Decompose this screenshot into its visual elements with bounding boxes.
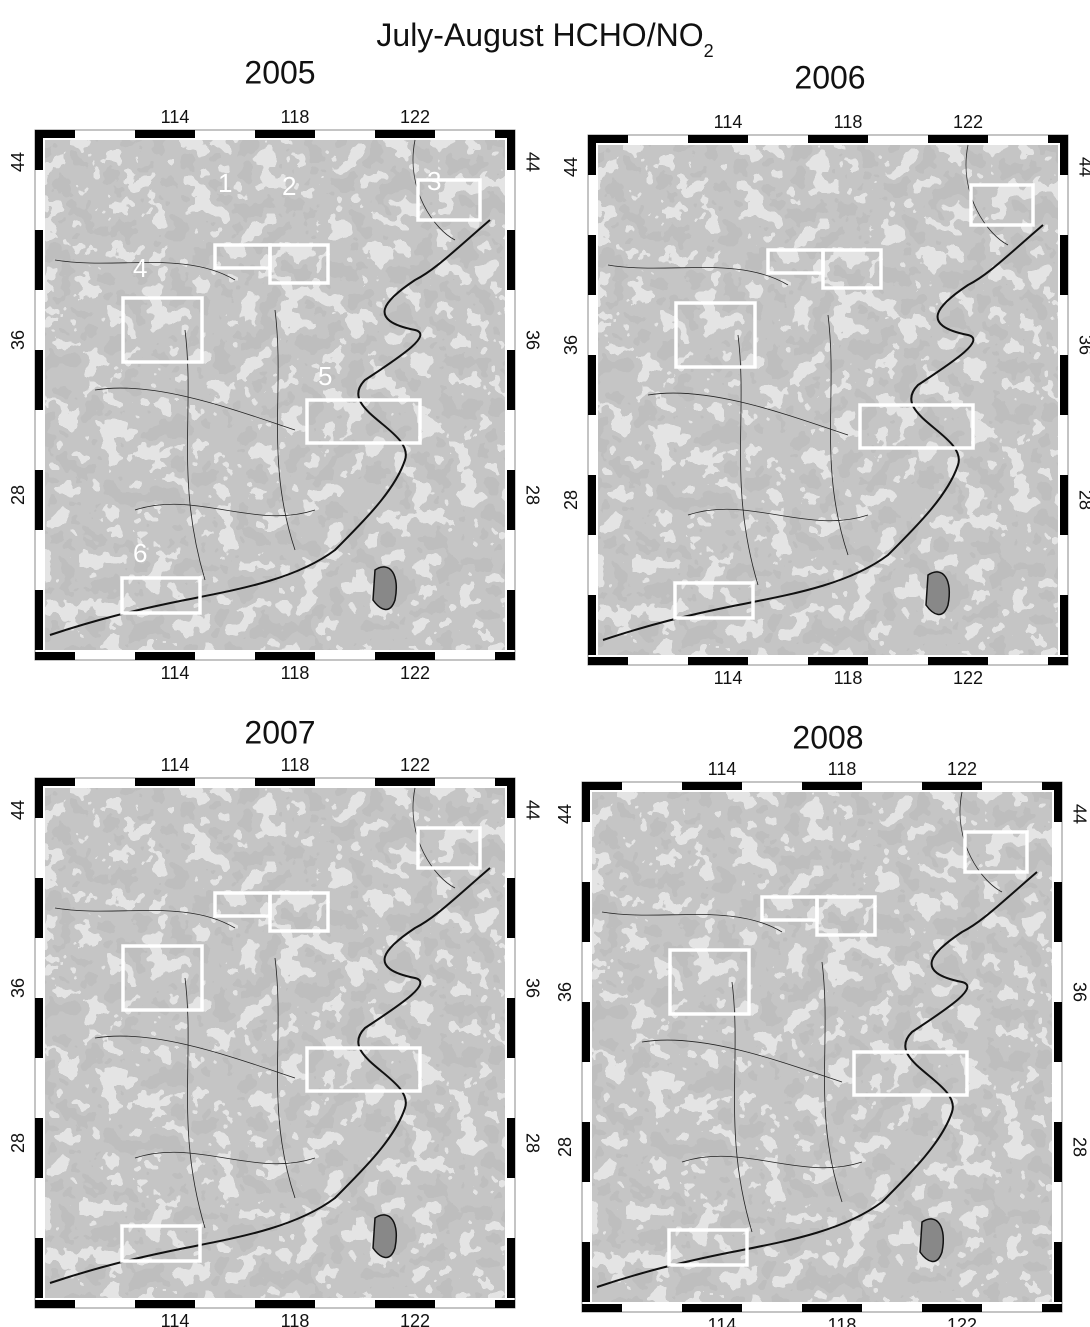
map-panel: 114 114 118 118 122 122 44 44 36 36 28 28 1 2 3 4 5 6 <box>8 107 543 683</box>
figure: July-August HCHO/NO2 2005114114118118122… <box>0 0 1090 1327</box>
taiwan <box>373 1215 396 1258</box>
map-panel: 114 114 118 118 122 122 44 44 36 36 28 28 <box>555 759 1090 1327</box>
lat-tick-label-right: 28 <box>1069 1137 1089 1157</box>
title-subscript: 2 <box>704 41 714 61</box>
lat-tick-label-left: 36 <box>561 335 581 355</box>
lat-tick-label-right: 28 <box>522 1133 542 1153</box>
lat-tick-label-right: 44 <box>1069 804 1089 824</box>
lat-tick-label-left: 44 <box>8 152 28 172</box>
panel-title: 2005 <box>244 54 315 90</box>
lat-tick-label-left: 44 <box>555 804 575 824</box>
lon-tick-label-bottom: 118 <box>834 668 863 688</box>
lon-tick-label-bottom: 122 <box>400 663 430 683</box>
panel-title: 2006 <box>794 59 865 95</box>
taiwan <box>373 567 396 610</box>
lat-tick-label-left: 36 <box>8 978 28 998</box>
region-label: 5 <box>318 361 332 391</box>
lon-tick-label-top: 114 <box>161 755 190 775</box>
lon-tick-label-bottom: 122 <box>953 668 983 688</box>
lat-tick-label-right: 44 <box>522 152 542 172</box>
lon-tick-label-bottom: 114 <box>714 668 743 688</box>
lon-tick-label-bottom: 122 <box>947 1315 977 1327</box>
panel-title: 2008 <box>792 719 863 755</box>
lat-tick-label-left: 44 <box>561 157 581 177</box>
lat-tick-label-left: 28 <box>561 490 581 510</box>
region-label: 6 <box>133 538 147 568</box>
lat-tick-label-right: 36 <box>1069 982 1089 1002</box>
lat-tick-label-left: 36 <box>555 982 575 1002</box>
panel-title: 2007 <box>244 714 315 750</box>
lat-tick-label-left: 44 <box>8 800 28 820</box>
lat-tick-label-right: 44 <box>1075 157 1090 177</box>
lon-tick-label-bottom: 114 <box>708 1315 737 1327</box>
taiwan <box>920 1219 943 1262</box>
map-field <box>592 792 1052 1302</box>
lat-tick-label-right: 36 <box>1075 335 1090 355</box>
lon-tick-label-bottom: 114 <box>161 1311 190 1327</box>
lat-tick-label-right: 44 <box>522 800 542 820</box>
lon-tick-label-bottom: 118 <box>281 1311 310 1327</box>
lat-tick-label-left: 28 <box>555 1137 575 1157</box>
lat-tick-label-right: 28 <box>522 485 542 505</box>
lat-tick-label-right: 36 <box>522 330 542 350</box>
lon-tick-label-top: 122 <box>400 107 430 127</box>
map-field <box>598 145 1058 655</box>
lon-tick-label-top: 118 <box>281 755 310 775</box>
figure-title: July-August HCHO/NO2 <box>376 17 713 60</box>
lon-tick-label-top: 118 <box>281 107 310 127</box>
lon-tick-label-top: 118 <box>828 759 857 779</box>
lon-tick-label-top: 114 <box>161 107 190 127</box>
region-label: 2 <box>282 171 296 201</box>
lon-tick-label-top: 122 <box>953 112 983 132</box>
lon-tick-label-top: 114 <box>708 759 737 779</box>
map-panel: 114 114 118 118 122 122 44 44 36 36 28 28 <box>561 112 1090 688</box>
lat-tick-label-right: 28 <box>1075 490 1090 510</box>
taiwan <box>926 572 949 615</box>
title-main: July-August HCHO/NO <box>376 17 703 53</box>
region-label: 1 <box>218 168 232 198</box>
lat-tick-label-left: 28 <box>8 1133 28 1153</box>
lon-tick-label-bottom: 118 <box>828 1315 857 1327</box>
lon-tick-label-top: 122 <box>947 759 977 779</box>
lat-tick-label-left: 28 <box>8 485 28 505</box>
lon-tick-label-top: 118 <box>834 112 863 132</box>
map-field <box>45 140 505 650</box>
lon-tick-label-bottom: 122 <box>400 1311 430 1327</box>
lon-tick-label-bottom: 114 <box>161 663 190 683</box>
lon-tick-label-top: 122 <box>400 755 430 775</box>
lon-tick-label-bottom: 118 <box>281 663 310 683</box>
lat-tick-label-left: 36 <box>8 330 28 350</box>
region-label: 4 <box>133 253 147 283</box>
lat-tick-label-right: 36 <box>522 978 542 998</box>
region-label: 3 <box>427 166 441 196</box>
lon-tick-label-top: 114 <box>714 112 743 132</box>
map-field <box>45 788 505 1298</box>
map-panel: 114 114 118 118 122 122 44 44 36 36 28 28 <box>8 755 543 1327</box>
